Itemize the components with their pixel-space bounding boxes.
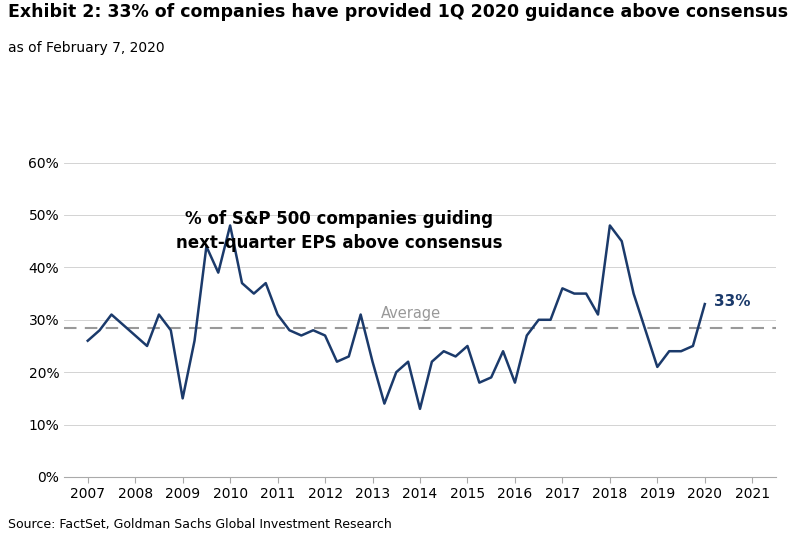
Text: Source: FactSet, Goldman Sachs Global Investment Research: Source: FactSet, Goldman Sachs Global In… [8, 518, 392, 531]
Text: 33%: 33% [714, 294, 750, 309]
Text: Average: Average [381, 306, 441, 321]
Text: as of February 7, 2020: as of February 7, 2020 [8, 41, 165, 55]
Text: Exhibit 2: 33% of companies have provided 1Q 2020 guidance above consensus: Exhibit 2: 33% of companies have provide… [8, 3, 788, 21]
Text: % of S&P 500 companies guiding
next-quarter EPS above consensus: % of S&P 500 companies guiding next-quar… [176, 210, 502, 251]
